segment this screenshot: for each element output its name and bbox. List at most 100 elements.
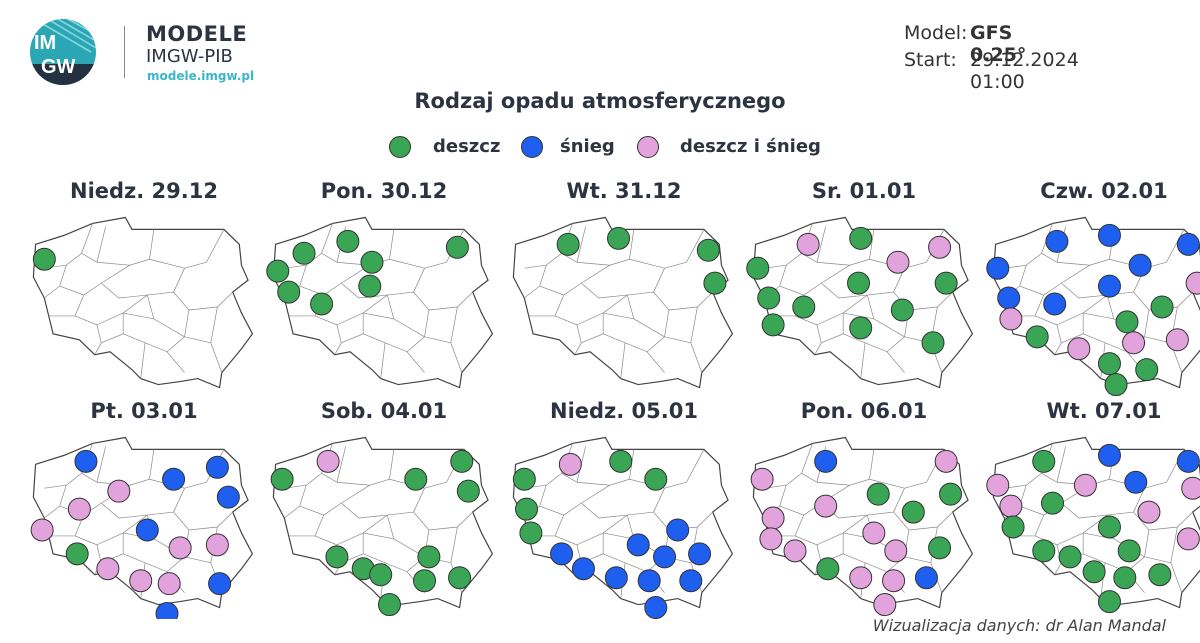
- panel-date: Pt. 03.01: [90, 399, 198, 423]
- brand-url[interactable]: modele.imgw.pl: [147, 69, 255, 83]
- precip-marker-snow: [644, 596, 668, 619]
- precip-marker-rain: [703, 271, 727, 295]
- region-border: [779, 264, 850, 296]
- region-border: [363, 532, 394, 540]
- region-border: [603, 312, 634, 320]
- region-border: [1083, 553, 1106, 599]
- region-border: [779, 484, 850, 516]
- logo-text-bottom: GW: [41, 56, 76, 78]
- logo-text-top: IM: [34, 32, 56, 54]
- precip-marker-rain: [928, 536, 952, 560]
- precip-marker-snow: [155, 602, 179, 619]
- precip-marker-rain: [519, 521, 543, 545]
- precip-marker-rain: [310, 292, 334, 316]
- precip-marker-rain: [456, 479, 480, 503]
- panel-date: Niedz. 29.12: [70, 179, 218, 203]
- region-border: [821, 282, 868, 299]
- legend-rain-label: deszcz: [433, 136, 501, 157]
- precip-marker-snow: [1176, 449, 1200, 473]
- precip-marker-rain: [336, 229, 360, 253]
- precip-marker-rain: [32, 247, 56, 271]
- map-panel: Wt. 07.01: [984, 399, 1200, 629]
- precip-marker-mix: [1073, 473, 1097, 497]
- panel-date: Sob. 04.01: [320, 399, 448, 423]
- precip-marker-snow: [688, 542, 712, 566]
- precip-marker-snow: [1043, 292, 1067, 316]
- region-border: [1109, 229, 1185, 269]
- region-border: [44, 472, 98, 489]
- panel-date: Wt. 07.01: [1046, 399, 1162, 423]
- precip-marker-mix: [1067, 337, 1091, 361]
- precip-marker-snow: [571, 557, 595, 581]
- logo-divider: [124, 26, 125, 78]
- precip-marker-rain: [65, 542, 89, 566]
- poland-map: [986, 436, 1200, 614]
- region-border: [334, 324, 342, 355]
- precip-marker-mix: [157, 572, 181, 596]
- precip-marker-rain: [746, 256, 770, 280]
- precip-marker-rain: [515, 497, 539, 521]
- region-border: [539, 484, 610, 516]
- region-border: [74, 291, 174, 326]
- precip-marker-mix: [796, 232, 820, 256]
- region-border: [284, 472, 338, 489]
- precip-marker-mix: [886, 250, 910, 274]
- precip-marker-mix: [873, 593, 897, 617]
- map-panel: Sr. 01.01: [744, 179, 984, 409]
- precip-marker-snow: [914, 566, 938, 590]
- start-label: Start:: [904, 49, 957, 71]
- precip-marker-snow: [1176, 232, 1200, 256]
- precip-marker-rain: [450, 449, 474, 473]
- map-panel: Pon. 30.12: [264, 179, 504, 409]
- region-border: [299, 484, 370, 516]
- precip-marker-rain: [644, 467, 668, 491]
- precip-marker-rain: [1104, 373, 1128, 397]
- region-border: [74, 511, 174, 546]
- precip-marker-snow: [814, 449, 838, 473]
- poland-map: [986, 216, 1200, 397]
- region-border: [81, 223, 93, 254]
- precip-marker-rain: [901, 500, 925, 524]
- region-border: [576, 229, 635, 266]
- region-border: [801, 443, 813, 474]
- precip-marker-mix: [1165, 328, 1189, 352]
- map-panel: Pon. 06.01: [744, 399, 984, 629]
- region-border: [603, 532, 634, 540]
- precip-marker-snow: [1097, 274, 1121, 298]
- precip-marker-snow: [986, 256, 1010, 280]
- precip-marker-snow: [653, 545, 677, 569]
- region-border: [210, 306, 218, 343]
- region-border: [101, 502, 148, 519]
- precip-marker-rain: [939, 482, 963, 506]
- region-border: [1004, 252, 1058, 269]
- region-border: [48, 294, 85, 317]
- precip-marker-mix: [759, 527, 783, 551]
- region-border: [363, 312, 394, 320]
- precip-marker-rain: [413, 569, 437, 593]
- region-border: [336, 449, 395, 486]
- poland-map: [512, 216, 734, 389]
- region-border: [1106, 294, 1145, 338]
- region-border: [843, 312, 874, 320]
- region-border: [814, 324, 822, 355]
- region-border: [59, 264, 130, 296]
- precip-marker-rain: [792, 295, 816, 319]
- panel-date: Pon. 30.12: [320, 179, 448, 203]
- region-border: [869, 449, 945, 489]
- region-border: [576, 226, 587, 263]
- precip-marker-snow: [162, 467, 186, 491]
- region-border: [626, 294, 665, 338]
- brand-title: MODELE: [146, 22, 248, 46]
- map-panel: Wt. 31.12: [504, 179, 744, 409]
- precip-marker-snow: [216, 485, 240, 509]
- precip-marker-mix: [1137, 500, 1161, 524]
- precip-marker-rain: [849, 226, 873, 250]
- panel-date: Czw. 02.01: [1040, 179, 1168, 203]
- region-border: [299, 264, 370, 296]
- precip-marker-mix: [862, 521, 886, 545]
- region-border: [1019, 264, 1090, 296]
- model-label: Model:: [904, 22, 968, 44]
- precip-marker-mix: [168, 536, 192, 560]
- region-border: [101, 312, 124, 344]
- precip-marker-mix: [96, 557, 120, 581]
